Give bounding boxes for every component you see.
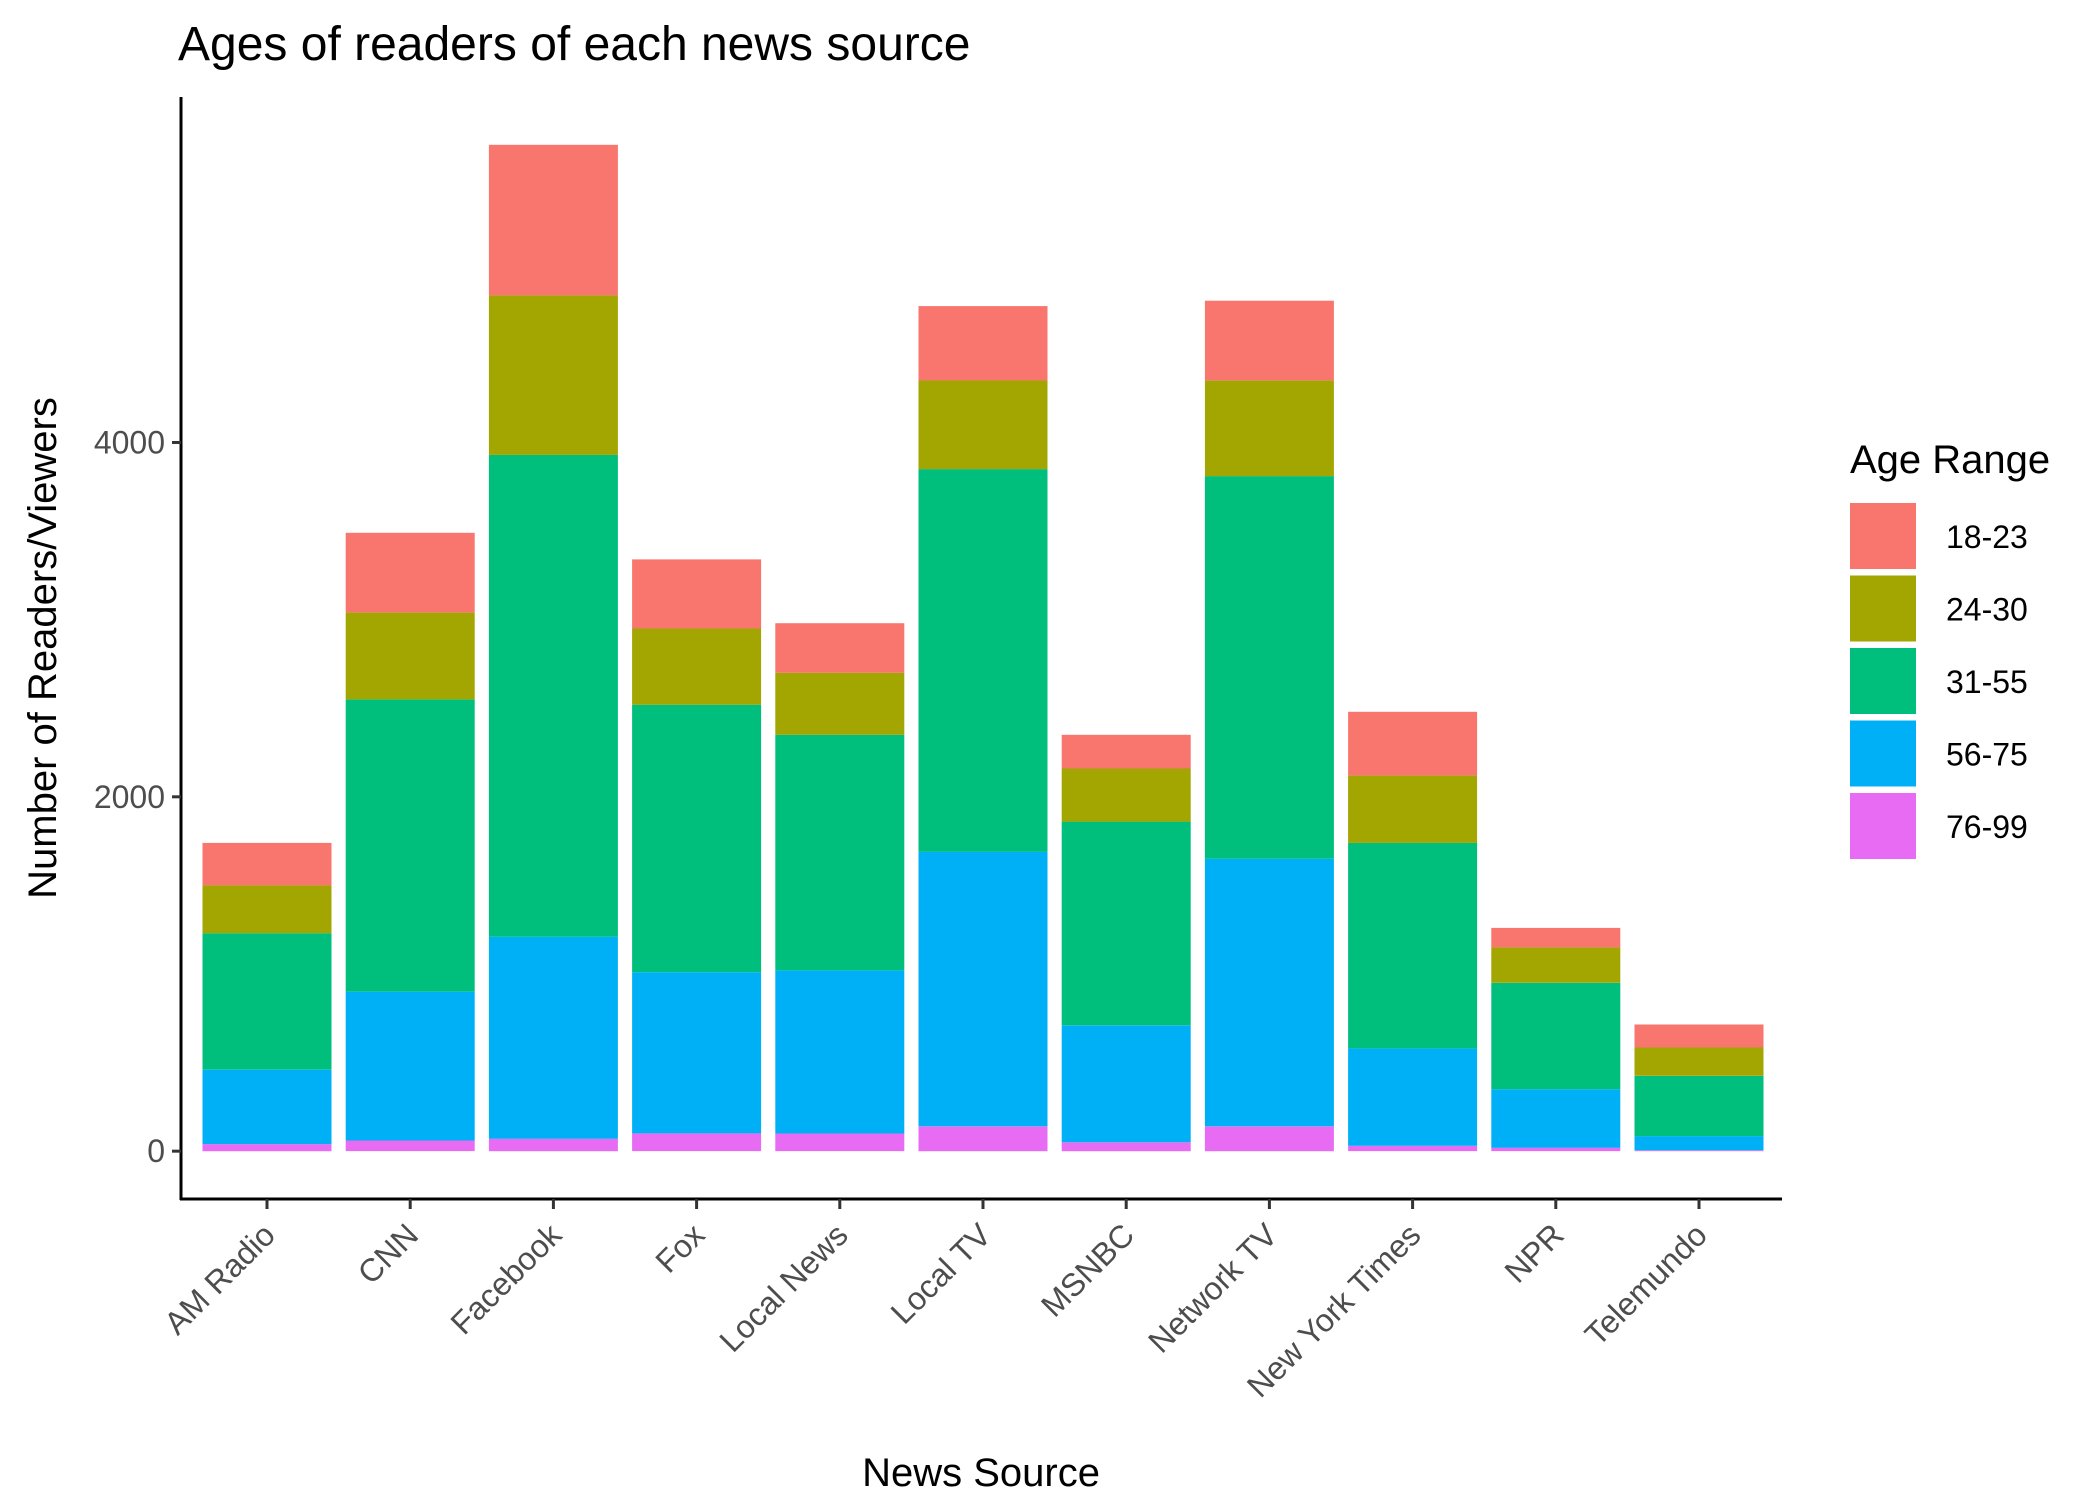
- x-tick-label: Network TV: [1141, 1216, 1285, 1360]
- bar-segment-24-30-local-tv: [918, 380, 1048, 470]
- chart-title: Ages of readers of each news source: [178, 18, 970, 71]
- bar-segment-24-30-am-radio: [202, 885, 332, 934]
- x-tick-label: Telemundo: [1578, 1216, 1714, 1352]
- bar-segment-18-23-new-york-times: [1348, 711, 1478, 776]
- bar-segment-18-23-network-tv: [1204, 300, 1334, 381]
- bar-segment-56-75-facebook: [488, 936, 618, 1139]
- bar-segment-31-55-am-radio: [202, 933, 332, 1070]
- bar-segment-76-99-new-york-times: [1348, 1145, 1478, 1152]
- x-tick-label: Facebook: [444, 1216, 570, 1342]
- bar-segment-18-23-fox: [632, 559, 762, 629]
- bar-segment-56-75-msnbc: [1061, 1025, 1191, 1143]
- bar-segment-56-75-new-york-times: [1348, 1048, 1478, 1146]
- legend-label-56-75: 56-75: [1946, 737, 2028, 773]
- bar-segment-76-99-local-news: [775, 1133, 905, 1152]
- bar-segment-76-99-network-tv: [1204, 1126, 1334, 1152]
- x-tick-label: Fox: [648, 1216, 711, 1279]
- legend-label-76-99: 76-99: [1946, 809, 2028, 845]
- bar-segment-24-30-cnn: [345, 612, 475, 700]
- bar-segment-31-55-local-tv: [918, 469, 1048, 852]
- x-tick-label: AM Radio: [157, 1216, 282, 1341]
- bar-segment-56-75-network-tv: [1204, 858, 1334, 1127]
- bar-segment-76-99-facebook: [488, 1138, 618, 1152]
- bar-segment-18-23-telemundo: [1634, 1024, 1764, 1048]
- legend-label-18-23: 18-23: [1946, 519, 2028, 555]
- bar-segment-18-23-npr: [1491, 927, 1621, 948]
- bar-segment-18-23-local-tv: [918, 306, 1048, 381]
- y-tick-label: 0: [147, 1133, 165, 1169]
- bar-segment-24-30-facebook: [488, 295, 618, 455]
- bar-segment-56-75-local-tv: [918, 851, 1048, 1127]
- x-ticks: AM Radio CNN Facebook Fox Local News Local TV…: [157, 1199, 1714, 1404]
- bar-segment-24-30-msnbc: [1061, 768, 1191, 822]
- bar-segment-56-75-fox: [632, 972, 762, 1134]
- bar-segment-18-23-local-news: [775, 623, 905, 673]
- bar-segment-56-75-cnn: [345, 991, 475, 1141]
- bar-segment-31-55-network-tv: [1204, 476, 1334, 859]
- y-axis-title: Number of Readers/Viewers: [21, 397, 65, 899]
- bar-segment-24-30-telemundo: [1634, 1047, 1764, 1076]
- legend-title: Age Range: [1850, 438, 2050, 482]
- legend: Age Range 18-23 24-30 31-55 56-75 76-99: [1850, 438, 2050, 859]
- bar-segment-31-55-msnbc: [1061, 821, 1191, 1026]
- bar-segment-76-99-msnbc: [1061, 1142, 1191, 1152]
- bar-segment-56-75-npr: [1491, 1089, 1621, 1148]
- bar-segment-31-55-fox: [632, 704, 762, 973]
- bar-segment-31-55-new-york-times: [1348, 842, 1478, 1049]
- bar-segment-31-55-telemundo: [1634, 1075, 1764, 1137]
- legend-key-31-55: [1850, 648, 1916, 714]
- bar-segment-31-55-npr: [1491, 982, 1621, 1090]
- x-tick-label: CNN: [351, 1216, 425, 1290]
- bar-segment-24-30-local-news: [775, 672, 905, 735]
- bar-segment-76-99-cnn: [345, 1140, 475, 1152]
- bar-segment-76-99-fox: [632, 1133, 762, 1152]
- bar-segment-76-99-npr: [1491, 1147, 1621, 1152]
- legend-key-18-23: [1850, 503, 1916, 569]
- legend-key-56-75: [1850, 720, 1916, 787]
- x-tick-label: Local TV: [884, 1216, 999, 1331]
- bar-segment-24-30-fox: [632, 628, 762, 705]
- x-tick-label: MSNBC: [1034, 1216, 1141, 1323]
- bar-segment-24-30-new-york-times: [1348, 775, 1478, 843]
- legend-label-24-30: 24-30: [1946, 592, 2028, 628]
- bar-segment-31-55-cnn: [345, 699, 475, 992]
- bar-segment-24-30-npr: [1491, 947, 1621, 983]
- x-axis-title: News Source: [862, 1451, 1100, 1495]
- bar-segment-76-99-local-tv: [918, 1126, 1048, 1152]
- x-tick-label: Local News: [712, 1216, 854, 1358]
- bar-segment-24-30-network-tv: [1204, 380, 1334, 477]
- y-tick-label: 2000: [94, 779, 165, 815]
- x-tick-label: NPR: [1498, 1216, 1571, 1289]
- bar-segment-18-23-facebook: [488, 144, 618, 296]
- bar-segment-56-75-telemundo: [1634, 1136, 1764, 1151]
- legend-label-31-55: 31-55: [1946, 664, 2028, 700]
- legend-key-76-99: [1850, 793, 1916, 859]
- bar-segment-76-99-telemundo: [1634, 1150, 1764, 1152]
- bar-segment-56-75-local-news: [775, 970, 905, 1134]
- bar-segment-18-23-msnbc: [1061, 734, 1191, 769]
- y-tick-label: 4000: [94, 424, 165, 460]
- bar-segment-76-99-am-radio: [202, 1144, 332, 1152]
- y-ticks: 0 2000 4000: [94, 424, 181, 1169]
- bar-segment-31-55-local-news: [775, 734, 905, 971]
- bar-segment-56-75-am-radio: [202, 1069, 332, 1145]
- bar-segment-31-55-facebook: [488, 454, 618, 937]
- bars-layer: [202, 144, 1764, 1152]
- bar-segment-18-23-am-radio: [202, 842, 332, 886]
- bar-segment-18-23-cnn: [345, 532, 475, 613]
- axes-layer: [179, 97, 1782, 1201]
- legend-key-24-30: [1850, 575, 1916, 642]
